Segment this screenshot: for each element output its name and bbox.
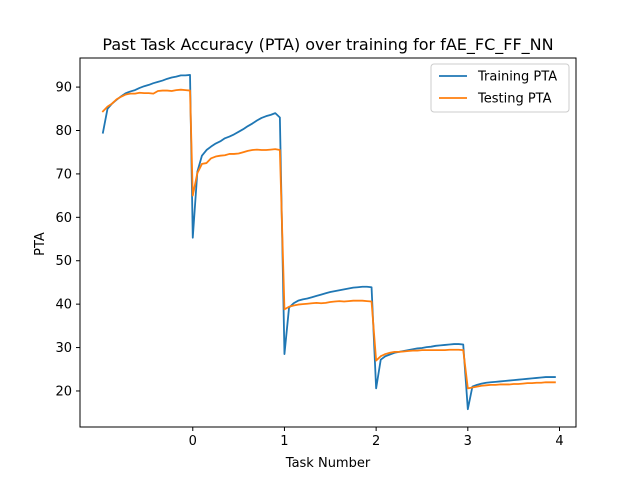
y-tick-label: 60 bbox=[55, 211, 72, 226]
y-tick-label: 30 bbox=[55, 341, 72, 356]
series-line-training-pta bbox=[101, 74, 556, 411]
x-axis: 0 1 2 3 4 bbox=[189, 427, 564, 449]
axes-frame bbox=[79, 57, 577, 428]
chart-title: Past Task Accuracy (PTA) over training f… bbox=[102, 35, 553, 55]
y-axis-label: PTA bbox=[33, 232, 48, 256]
x-tick-label: 3 bbox=[464, 434, 472, 449]
legend: Training PTA Testing PTA bbox=[430, 63, 570, 113]
x-tick-label: 2 bbox=[372, 434, 380, 449]
y-tick-label: 50 bbox=[55, 254, 72, 269]
series-line-testing-pta bbox=[101, 88, 556, 390]
y-tick-label: 70 bbox=[55, 167, 72, 182]
x-tick-label: 4 bbox=[555, 434, 563, 449]
legend-label: Training PTA bbox=[477, 70, 557, 85]
x-tick-label: 1 bbox=[280, 434, 288, 449]
x-tick-label: 0 bbox=[189, 434, 197, 449]
legend-label: Testing PTA bbox=[477, 92, 552, 107]
y-tick-label: 80 bbox=[55, 124, 72, 139]
plot-area bbox=[79, 57, 577, 428]
y-axis: 20 30 40 50 60 70 80 90 bbox=[55, 81, 80, 399]
y-tick-label: 40 bbox=[55, 298, 72, 313]
y-tick-label: 20 bbox=[55, 384, 72, 399]
x-axis-label: Task Number bbox=[285, 456, 371, 471]
y-tick-label: 90 bbox=[55, 81, 72, 96]
